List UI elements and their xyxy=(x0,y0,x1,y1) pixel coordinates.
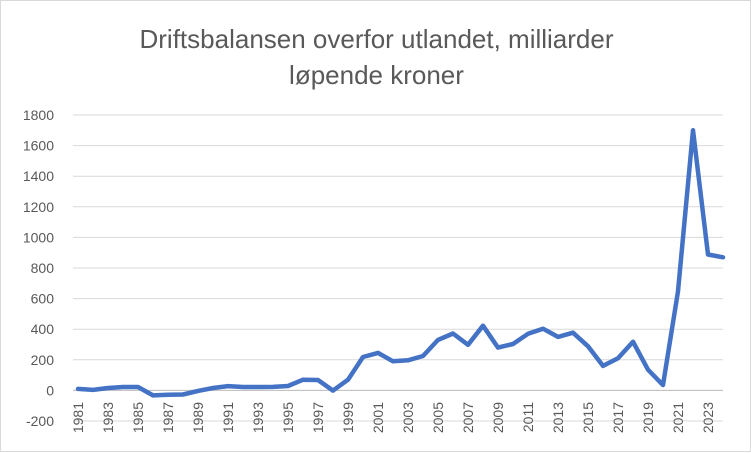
x-tick-label: 1995 xyxy=(280,402,296,433)
y-tick-label: 1000 xyxy=(23,229,54,245)
x-tick-label: 1981 xyxy=(70,402,86,433)
y-tick-label: 0 xyxy=(46,382,54,398)
x-tick-label: 1983 xyxy=(100,402,116,433)
x-tick-label: 1985 xyxy=(130,402,146,433)
x-tick-label: 1989 xyxy=(190,402,206,433)
x-tick-label: 1987 xyxy=(160,402,176,433)
series-layer xyxy=(75,128,726,398)
y-tick-label: 200 xyxy=(31,352,55,368)
y-tick-label: 1600 xyxy=(23,138,54,154)
chart-title-line-2: løpende kroner xyxy=(289,60,464,90)
x-tick-label: 2011 xyxy=(520,402,536,432)
series-line xyxy=(75,128,726,398)
x-tick-label: 1991 xyxy=(220,402,236,433)
chart-title: Driftsbalansen overfor utlandet, milliar… xyxy=(1,21,751,93)
y-tick-label: 800 xyxy=(31,260,55,276)
x-tick-label: 2005 xyxy=(430,402,446,433)
x-tick-label: 2015 xyxy=(580,402,596,433)
y-tick-label: 1400 xyxy=(23,168,54,184)
x-tick-label: 2019 xyxy=(640,402,656,433)
y-axis-tick-labels: -200 0 200 400 600 800 1000 1200 1400 1600 1800 xyxy=(23,107,54,429)
y-tick-label: 600 xyxy=(31,291,55,307)
x-tick-label: 2021 xyxy=(670,402,686,433)
x-tick-label: 2017 xyxy=(610,402,626,433)
y-tick-label: 1200 xyxy=(23,199,54,215)
chart-title-line-1: Driftsbalansen overfor utlandet, milliar… xyxy=(139,24,614,54)
x-tick-label: 2003 xyxy=(400,402,416,433)
y-tick-label: 400 xyxy=(31,321,55,337)
y-tick-label: 1800 xyxy=(23,107,54,123)
x-tick-label: 2001 xyxy=(370,402,386,433)
x-tick-label: 2013 xyxy=(550,402,566,433)
gridlines xyxy=(73,114,723,422)
x-tick-label: 1999 xyxy=(340,402,356,433)
x-axis-tick-labels: 1981 1983 1985 1987 1989 1991 1993 1995 1997 1999… xyxy=(70,402,716,433)
x-tick-label: 2023 xyxy=(700,402,716,433)
x-tick-label: 1997 xyxy=(310,402,326,433)
x-tick-label: 2007 xyxy=(460,402,476,433)
y-tick-label: -200 xyxy=(26,413,54,429)
x-tick-label: 2009 xyxy=(490,402,506,433)
x-tick-label: 1993 xyxy=(250,402,266,433)
